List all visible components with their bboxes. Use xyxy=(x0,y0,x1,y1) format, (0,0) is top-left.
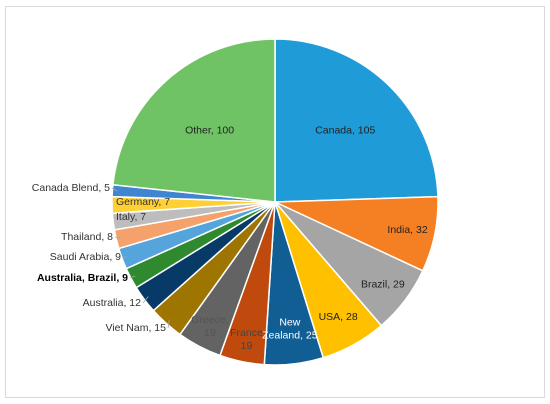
leader-line xyxy=(114,236,122,239)
leader-line xyxy=(129,275,136,279)
pie-slice-other xyxy=(112,38,276,203)
slice-label-germany: Germany, 7 xyxy=(116,196,170,208)
slice-label-france: France 19 xyxy=(230,327,263,352)
leader-line xyxy=(142,296,149,304)
slice-label-italy: Italy, 7 xyxy=(116,211,146,223)
slice-label-india: India, 32 xyxy=(387,224,427,236)
leader-line xyxy=(111,187,118,192)
slice-label-thailand: Thailand, 8 xyxy=(61,231,113,243)
slice-label-new-zealand: New Zealand, 25 xyxy=(262,316,318,341)
slice-label-australia-brazil: Australia, Brazil, 9 xyxy=(37,272,128,284)
slice-label-usa: USA, 28 xyxy=(319,311,358,323)
slice-label-other: Other, 100 xyxy=(185,124,234,136)
slice-label-australia: Australia, 12 xyxy=(83,297,142,309)
slice-label-viet-nam: Viet Nam, 15 xyxy=(105,322,166,334)
slice-label-canada: Canada, 105 xyxy=(315,124,375,136)
slice-label-greece: Greece, 19 xyxy=(191,314,228,339)
slice-label-saudi-arabia: Saudi Arabia, 9 xyxy=(50,251,121,263)
pie-slice-canada xyxy=(274,38,439,203)
slice-label-brazil: Brazil, 29 xyxy=(361,279,405,291)
leader-line xyxy=(167,319,170,329)
slice-label-canada-blend: Canada Blend, 5 xyxy=(32,182,110,194)
